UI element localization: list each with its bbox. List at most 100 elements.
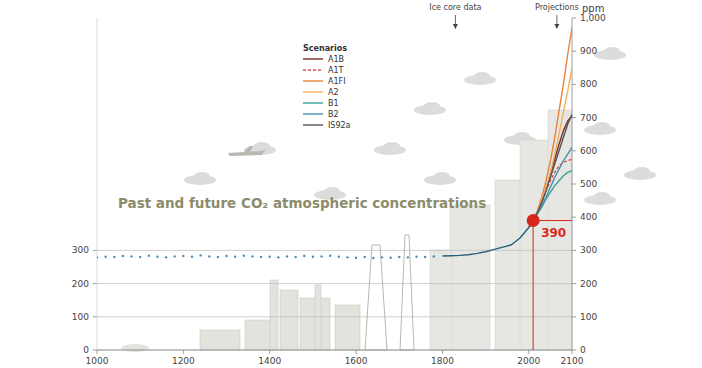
- y2-tick-label: 200: [580, 279, 597, 289]
- data-point: [243, 255, 245, 257]
- plot-area: [97, 28, 572, 259]
- y2-tick-label: 500: [580, 179, 597, 189]
- y2-tick-label: 800: [580, 79, 597, 89]
- x-tick-label: 1200: [172, 356, 195, 366]
- y2-tick: [572, 217, 576, 218]
- x-tick: [269, 350, 270, 354]
- data-point: [113, 256, 115, 258]
- tower: [400, 235, 414, 350]
- x-tick-label: 1600: [345, 356, 368, 366]
- y-tick: [93, 350, 97, 351]
- y2-tick: [572, 316, 576, 317]
- legend-swatch: [303, 124, 323, 125]
- y2-tick-label: 400: [580, 212, 597, 222]
- data-point: [364, 256, 366, 258]
- series-line: [529, 114, 572, 227]
- building: [121, 344, 149, 352]
- legend-label: A1FI: [328, 77, 346, 86]
- grid-line: [97, 350, 572, 351]
- data-point: [415, 256, 417, 258]
- y2-tick-label: 300: [580, 245, 597, 255]
- legend-label: B1: [328, 99, 339, 108]
- annotation-label: 390: [541, 226, 566, 240]
- y2-tick-label: 1,000: [580, 13, 606, 23]
- grid-line: [97, 316, 572, 317]
- data-point: [407, 256, 409, 258]
- x-tick: [572, 350, 573, 354]
- y2-tick: [572, 150, 576, 151]
- y-tick-label: 0: [83, 345, 89, 355]
- y2-tick: [572, 283, 576, 284]
- top-arrow-head: [453, 24, 458, 29]
- y-tick: [93, 250, 97, 251]
- legend-swatch: [303, 102, 323, 103]
- data-point: [381, 256, 383, 258]
- y2-tick-label: 100: [580, 312, 597, 322]
- series-line: [529, 28, 572, 228]
- data-point: [130, 255, 132, 257]
- legend-label: A2: [328, 88, 339, 97]
- grid-line: [97, 283, 572, 284]
- legend-swatch: [303, 113, 323, 114]
- data-point: [122, 255, 124, 257]
- y2-tick-label: 700: [580, 113, 597, 123]
- x-tick-label: 1000: [86, 356, 109, 366]
- y-tick: [93, 316, 97, 317]
- legend-swatch: [303, 91, 323, 92]
- x-tick: [442, 350, 443, 354]
- data-point: [104, 256, 106, 258]
- data-point: [286, 255, 288, 257]
- y-axis-line: [97, 18, 98, 350]
- x-tick-label: 2100: [561, 356, 584, 366]
- title: Past and future CO₂ atmospheric concentr…: [118, 195, 486, 211]
- data-point: [303, 255, 305, 257]
- legend-label: B2: [328, 110, 339, 119]
- data-point: [320, 255, 322, 257]
- skyscraper: [430, 250, 452, 350]
- data-point: [225, 255, 227, 257]
- series-line: [442, 221, 533, 257]
- cloud: [604, 47, 620, 55]
- cloud: [474, 72, 490, 80]
- x-tick: [183, 350, 184, 354]
- series-line: [529, 68, 572, 228]
- tower: [365, 245, 387, 350]
- y2-tick: [572, 250, 576, 251]
- building: [315, 285, 321, 350]
- data-point: [398, 256, 400, 258]
- x-tick-label: 1800: [431, 356, 454, 366]
- x-tick: [528, 350, 529, 354]
- data-point: [260, 256, 262, 258]
- top-label: Projections: [535, 3, 579, 12]
- data-point: [97, 256, 98, 258]
- x-tick-label: 1400: [258, 356, 281, 366]
- building: [200, 330, 240, 350]
- data-point: [156, 256, 158, 258]
- y2-tick: [572, 117, 576, 118]
- legend-swatch: [303, 80, 323, 81]
- cloud: [324, 187, 340, 195]
- x-tick: [97, 350, 98, 354]
- y-tick-label: 100: [72, 312, 89, 322]
- top-arrow-head: [554, 24, 559, 29]
- y2-axis-label: ppm: [582, 3, 604, 14]
- x-axis-line: [97, 350, 572, 351]
- data-point: [269, 256, 271, 258]
- building: [270, 280, 278, 350]
- y2-tick: [572, 84, 576, 85]
- legend-swatch: [303, 69, 323, 70]
- top-labels: Ice core dataProjections: [429, 3, 578, 29]
- cloud: [594, 122, 610, 130]
- data-point: [182, 255, 184, 257]
- data-point: [294, 256, 296, 258]
- data-point: [217, 256, 219, 258]
- x-tick-label: 2000: [517, 356, 540, 366]
- data-point: [174, 255, 176, 257]
- legend-swatch: [303, 58, 323, 59]
- y-tick-label: 300: [72, 245, 89, 255]
- data-point: [208, 255, 210, 257]
- cloud: [424, 102, 440, 110]
- building: [335, 305, 360, 350]
- data-point: [389, 257, 391, 259]
- annotations: [533, 221, 572, 350]
